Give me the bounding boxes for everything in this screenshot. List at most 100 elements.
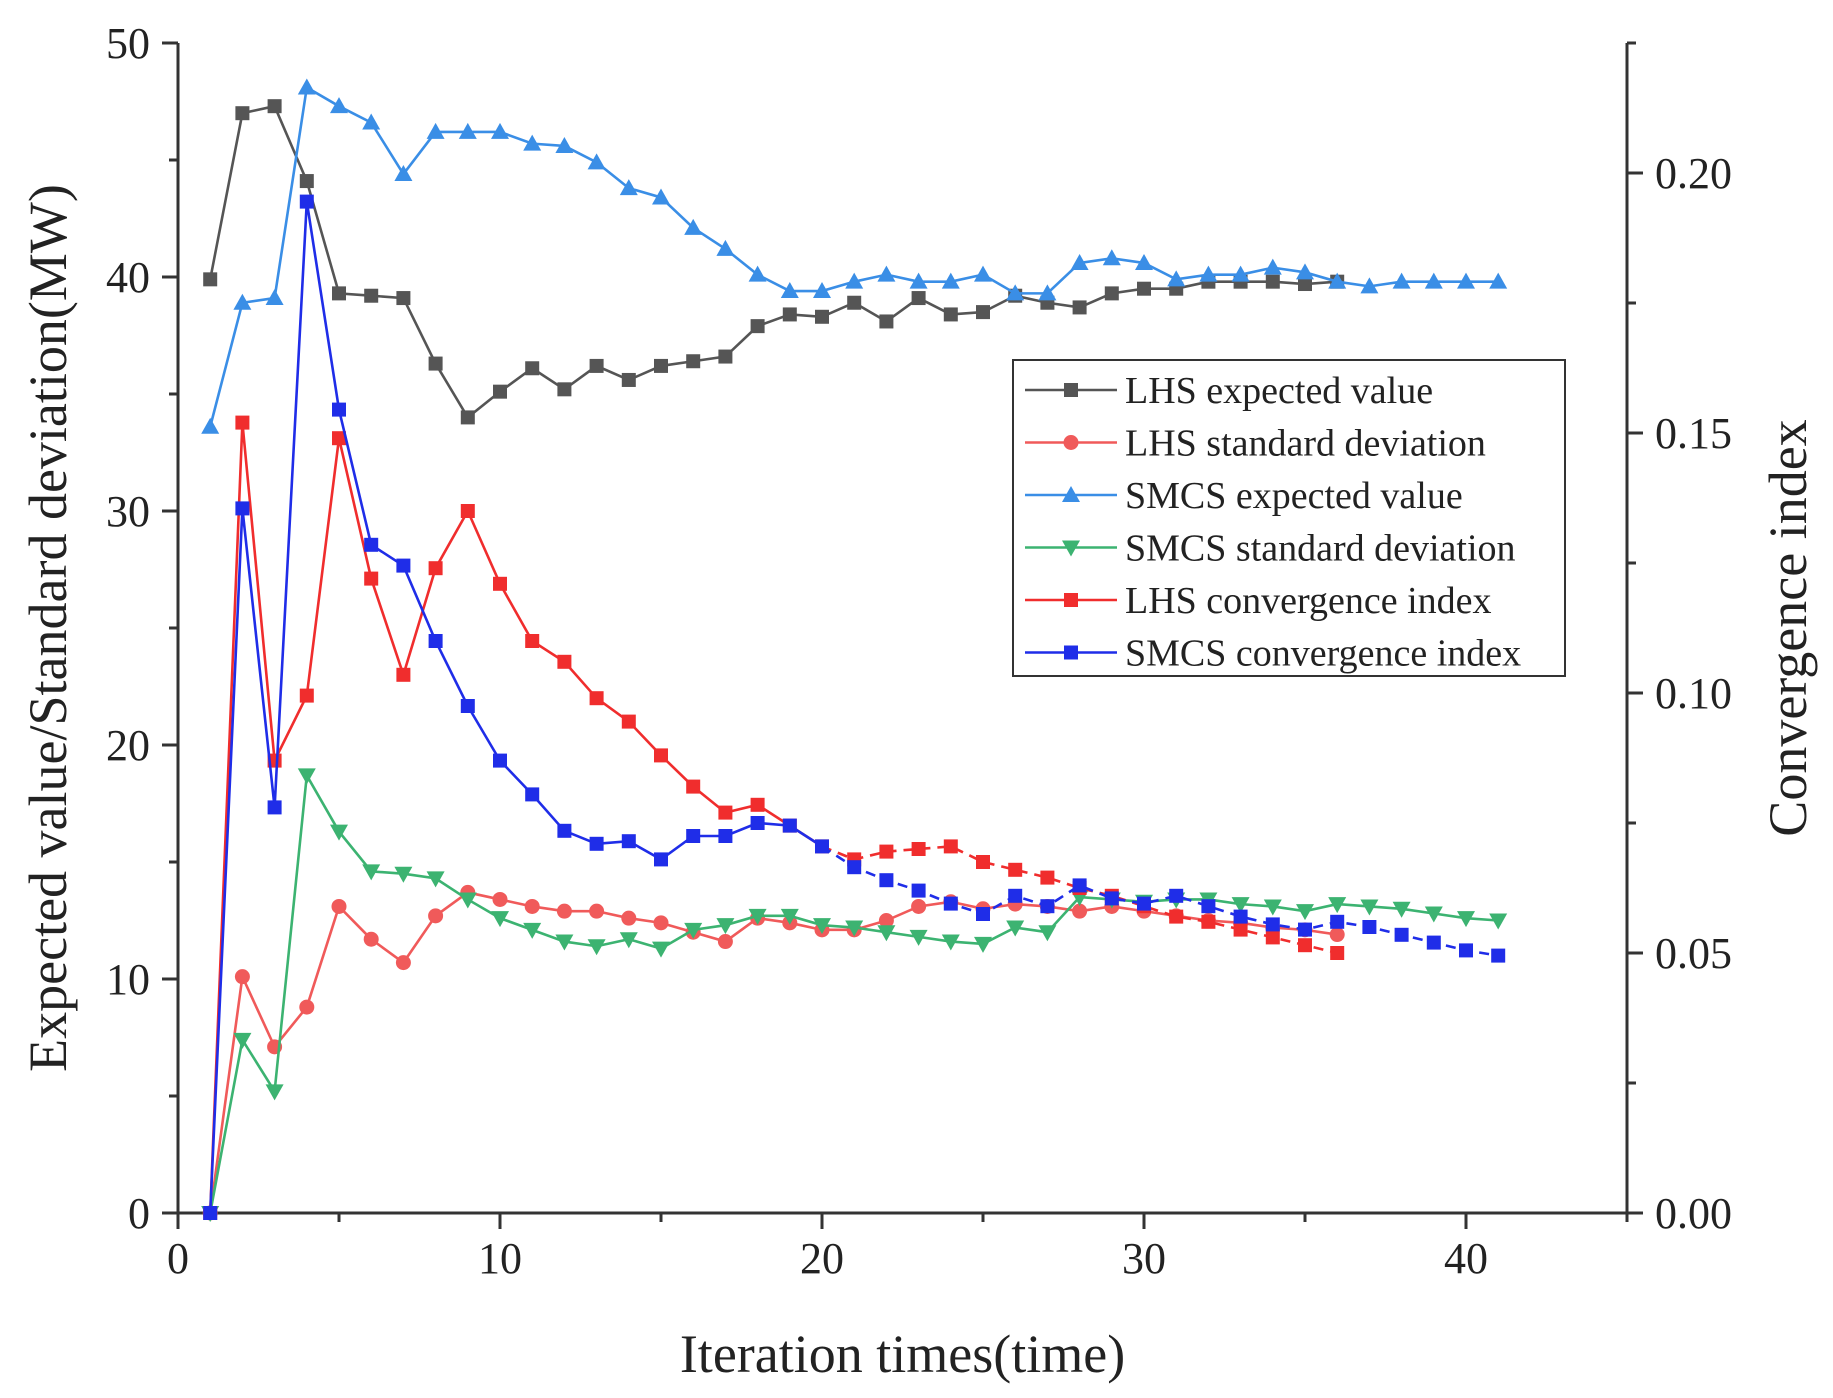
data-point [1137, 281, 1151, 296]
data-point [1457, 272, 1475, 289]
data-point [1392, 272, 1411, 289]
x-tick-label: 30 [1122, 1234, 1166, 1283]
data-point [911, 898, 927, 914]
data-point [847, 860, 862, 875]
data-point [684, 218, 703, 235]
data-point [555, 934, 574, 951]
data-point [686, 829, 701, 843]
data-point [653, 915, 669, 931]
data-point [589, 903, 605, 919]
data-point [1006, 284, 1025, 301]
data-point [1064, 645, 1078, 660]
data-point [234, 969, 250, 985]
data-point [1199, 265, 1218, 282]
data-point [1104, 891, 1119, 906]
data-point [1330, 946, 1345, 960]
data-point [1263, 258, 1282, 275]
x-axis-title: Iteration times(time) [680, 1324, 1125, 1384]
data-point [654, 852, 668, 867]
legend-label: LHS convergence index [1125, 580, 1492, 622]
data-point [394, 165, 413, 182]
data-point [491, 911, 509, 928]
y2-tick-label: 0.10 [1655, 669, 1732, 718]
data-point [493, 753, 507, 768]
data-point [748, 265, 767, 282]
y-tick-label: 0 [128, 1189, 150, 1238]
series-lhs-standard-deviation [202, 884, 1345, 1221]
data-point [750, 816, 765, 830]
data-point [458, 122, 477, 139]
series-smcs-standard-deviation [201, 768, 1508, 1222]
data-point [943, 839, 958, 854]
data-point [750, 319, 765, 334]
data-point [299, 999, 315, 1015]
data-point [364, 571, 379, 586]
data-point [941, 934, 960, 951]
data-point [1008, 888, 1023, 903]
data-point [879, 873, 894, 888]
data-point [780, 908, 799, 925]
data-point [718, 805, 733, 820]
data-point [718, 829, 733, 843]
data-point [909, 929, 928, 946]
data-point [331, 898, 347, 914]
data-point [299, 194, 314, 209]
data-point [428, 561, 443, 576]
data-point [1063, 435, 1079, 450]
data-point [428, 634, 443, 648]
data-point [1491, 948, 1506, 963]
data-point [1064, 593, 1078, 607]
data-point [332, 286, 346, 301]
data-point [589, 358, 604, 373]
data-point [686, 779, 701, 794]
data-point [396, 558, 411, 573]
data-point [1169, 909, 1184, 924]
y2-tick-label: 0.00 [1655, 1189, 1732, 1238]
legend-label: LHS standard deviation [1125, 423, 1486, 465]
data-point [589, 836, 604, 851]
data-point [748, 908, 767, 925]
series-group [201, 78, 1508, 1222]
legend-entry: SMCS expected value [1025, 475, 1463, 517]
data-point [235, 501, 250, 516]
data-point [1489, 272, 1508, 289]
data-point [233, 1032, 252, 1049]
data-point [686, 354, 701, 369]
data-point [297, 768, 316, 785]
data-point [1070, 253, 1089, 270]
data-point [1062, 486, 1080, 502]
data-point [1072, 878, 1087, 893]
data-point [652, 941, 670, 958]
data-point [330, 97, 348, 114]
data-point [1102, 249, 1121, 266]
data-point [523, 134, 542, 151]
data-point [877, 265, 896, 282]
data-point [1040, 899, 1055, 914]
data-point [524, 898, 540, 914]
data-point [619, 179, 638, 196]
data-point [1459, 943, 1473, 958]
data-point [1233, 922, 1248, 937]
data-point [813, 918, 831, 935]
data-point [1265, 917, 1280, 932]
data-point [621, 714, 636, 729]
data-point [265, 1084, 284, 1101]
data-point [493, 384, 507, 399]
data-point [654, 748, 668, 763]
data-point [1072, 300, 1087, 315]
data-point [815, 839, 829, 854]
data-point [557, 382, 572, 397]
data-point [1265, 274, 1280, 289]
data-point [332, 431, 346, 446]
data-point [815, 309, 829, 324]
legend-label: SMCS convergence index [1125, 633, 1521, 675]
data-point [716, 918, 735, 935]
data-point [556, 903, 572, 919]
data-point [974, 936, 992, 953]
legend-label: SMCS expected value [1125, 475, 1463, 517]
x-tick-label: 10 [478, 1234, 522, 1283]
data-point [909, 272, 928, 289]
x-tick-label: 20 [800, 1234, 844, 1283]
data-point [267, 99, 282, 114]
